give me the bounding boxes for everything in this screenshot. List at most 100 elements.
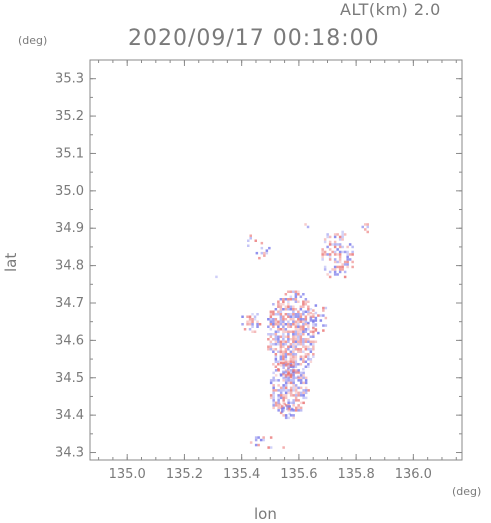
echo-pixel <box>292 298 295 301</box>
echo-pixel <box>246 320 249 323</box>
echo-pixel <box>279 411 283 415</box>
echo-pixel <box>299 328 303 331</box>
echo-pixel <box>289 325 293 328</box>
echo-pixel <box>294 330 298 333</box>
echo-pixel <box>262 436 265 439</box>
echo-pixel <box>251 320 254 323</box>
echo-pixel <box>274 338 278 341</box>
echo-pixel <box>309 343 313 346</box>
echo-pixel <box>277 300 280 303</box>
echo-pixel <box>289 394 293 397</box>
echo-pixel <box>307 355 310 358</box>
echo-pixel <box>302 320 305 323</box>
echo-pixel <box>289 350 293 353</box>
echo-pixel <box>348 253 352 256</box>
echo-pixel <box>292 364 295 367</box>
echo-pixel <box>302 374 305 377</box>
echo-pixel <box>289 343 293 346</box>
echo-pixel <box>287 399 290 402</box>
echo-pixel <box>312 345 315 348</box>
echo-pixel <box>294 389 298 392</box>
echo-pixel <box>297 369 300 372</box>
echo-pixel <box>351 253 354 256</box>
echo-pixel <box>287 303 290 306</box>
echo-pixel <box>302 376 305 380</box>
echo-pixel <box>299 338 303 341</box>
echo-pixel <box>284 335 288 338</box>
echo-pixel <box>277 363 280 366</box>
echo-pixel <box>336 273 339 276</box>
echo-pixel <box>282 330 285 333</box>
echo-pixel <box>272 389 275 392</box>
altitude-label: ALT(km) 2.0 <box>340 0 441 19</box>
echo-pixel <box>299 374 303 377</box>
echo-pixel <box>247 244 250 247</box>
echo-pixel <box>304 223 307 226</box>
echo-pixel <box>277 305 280 308</box>
echo-pixel <box>282 320 285 323</box>
echo-pixel <box>279 396 283 400</box>
echo-pixel <box>309 350 313 353</box>
echo-pixel <box>299 379 303 382</box>
echo-pixel <box>333 260 337 264</box>
echo-pixel <box>279 355 283 358</box>
echo-pixel <box>294 396 298 400</box>
echo-pixel <box>297 404 300 407</box>
echo-pixel <box>282 414 285 417</box>
echo-pixel <box>292 323 295 326</box>
echo-pixel <box>338 243 342 246</box>
echo-pixel <box>246 315 249 318</box>
echo-pixel <box>304 330 308 333</box>
echo-pixel <box>294 391 298 395</box>
echo-pixel <box>321 248 324 251</box>
echo-pixel <box>309 319 313 322</box>
echo-pixel <box>292 371 295 375</box>
echo-pixel <box>338 270 342 274</box>
echo-pixel <box>307 365 310 368</box>
echo-pixel <box>304 379 308 382</box>
echo-pixel <box>274 318 278 321</box>
echo-pixel <box>321 253 324 256</box>
echo-pixel <box>294 394 298 397</box>
echo-pixel <box>299 401 303 405</box>
echo-pixel <box>279 318 283 321</box>
y-tick-label: 35.1 <box>55 146 84 161</box>
echo-pixel <box>314 329 318 332</box>
echo-pixel <box>277 384 280 387</box>
echo-pixel <box>328 270 332 274</box>
echo-pixel <box>307 308 310 311</box>
echo-pixel <box>336 233 339 236</box>
echo-pixel <box>297 363 300 366</box>
echo-pixel <box>284 370 288 373</box>
echo-pixel <box>294 293 298 296</box>
echo-pixel <box>287 320 290 323</box>
echo-pixel <box>263 251 266 255</box>
echo-pixel <box>297 325 300 328</box>
echo-pixel <box>274 308 278 311</box>
echo-pixel <box>328 248 332 251</box>
echo-pixel <box>257 436 260 439</box>
echo-pixel <box>269 381 273 385</box>
echo-pixel <box>282 366 285 370</box>
echo-pixel <box>286 405 289 408</box>
echo-pixel <box>277 330 280 333</box>
echo-pixel <box>282 340 285 343</box>
echo-pixel <box>297 350 300 353</box>
echo-pixel <box>279 335 283 338</box>
echo-pixel <box>314 324 318 327</box>
echo-pixel <box>284 389 288 392</box>
echo-pixel <box>314 311 318 315</box>
echo-pixel <box>272 348 275 351</box>
echo-pixel <box>282 406 285 410</box>
echo-pixel <box>269 340 273 343</box>
echo-pixel <box>284 360 288 363</box>
echo-pixel <box>348 258 352 261</box>
echo-pixel <box>269 394 273 397</box>
echo-pixel <box>287 298 290 301</box>
echo-pixel <box>282 358 285 361</box>
echo-pixel <box>304 318 308 321</box>
echo-pixel <box>277 313 280 316</box>
echo-pixel <box>279 313 283 316</box>
echo-pixel <box>292 369 295 372</box>
echo-pixel <box>277 310 280 313</box>
